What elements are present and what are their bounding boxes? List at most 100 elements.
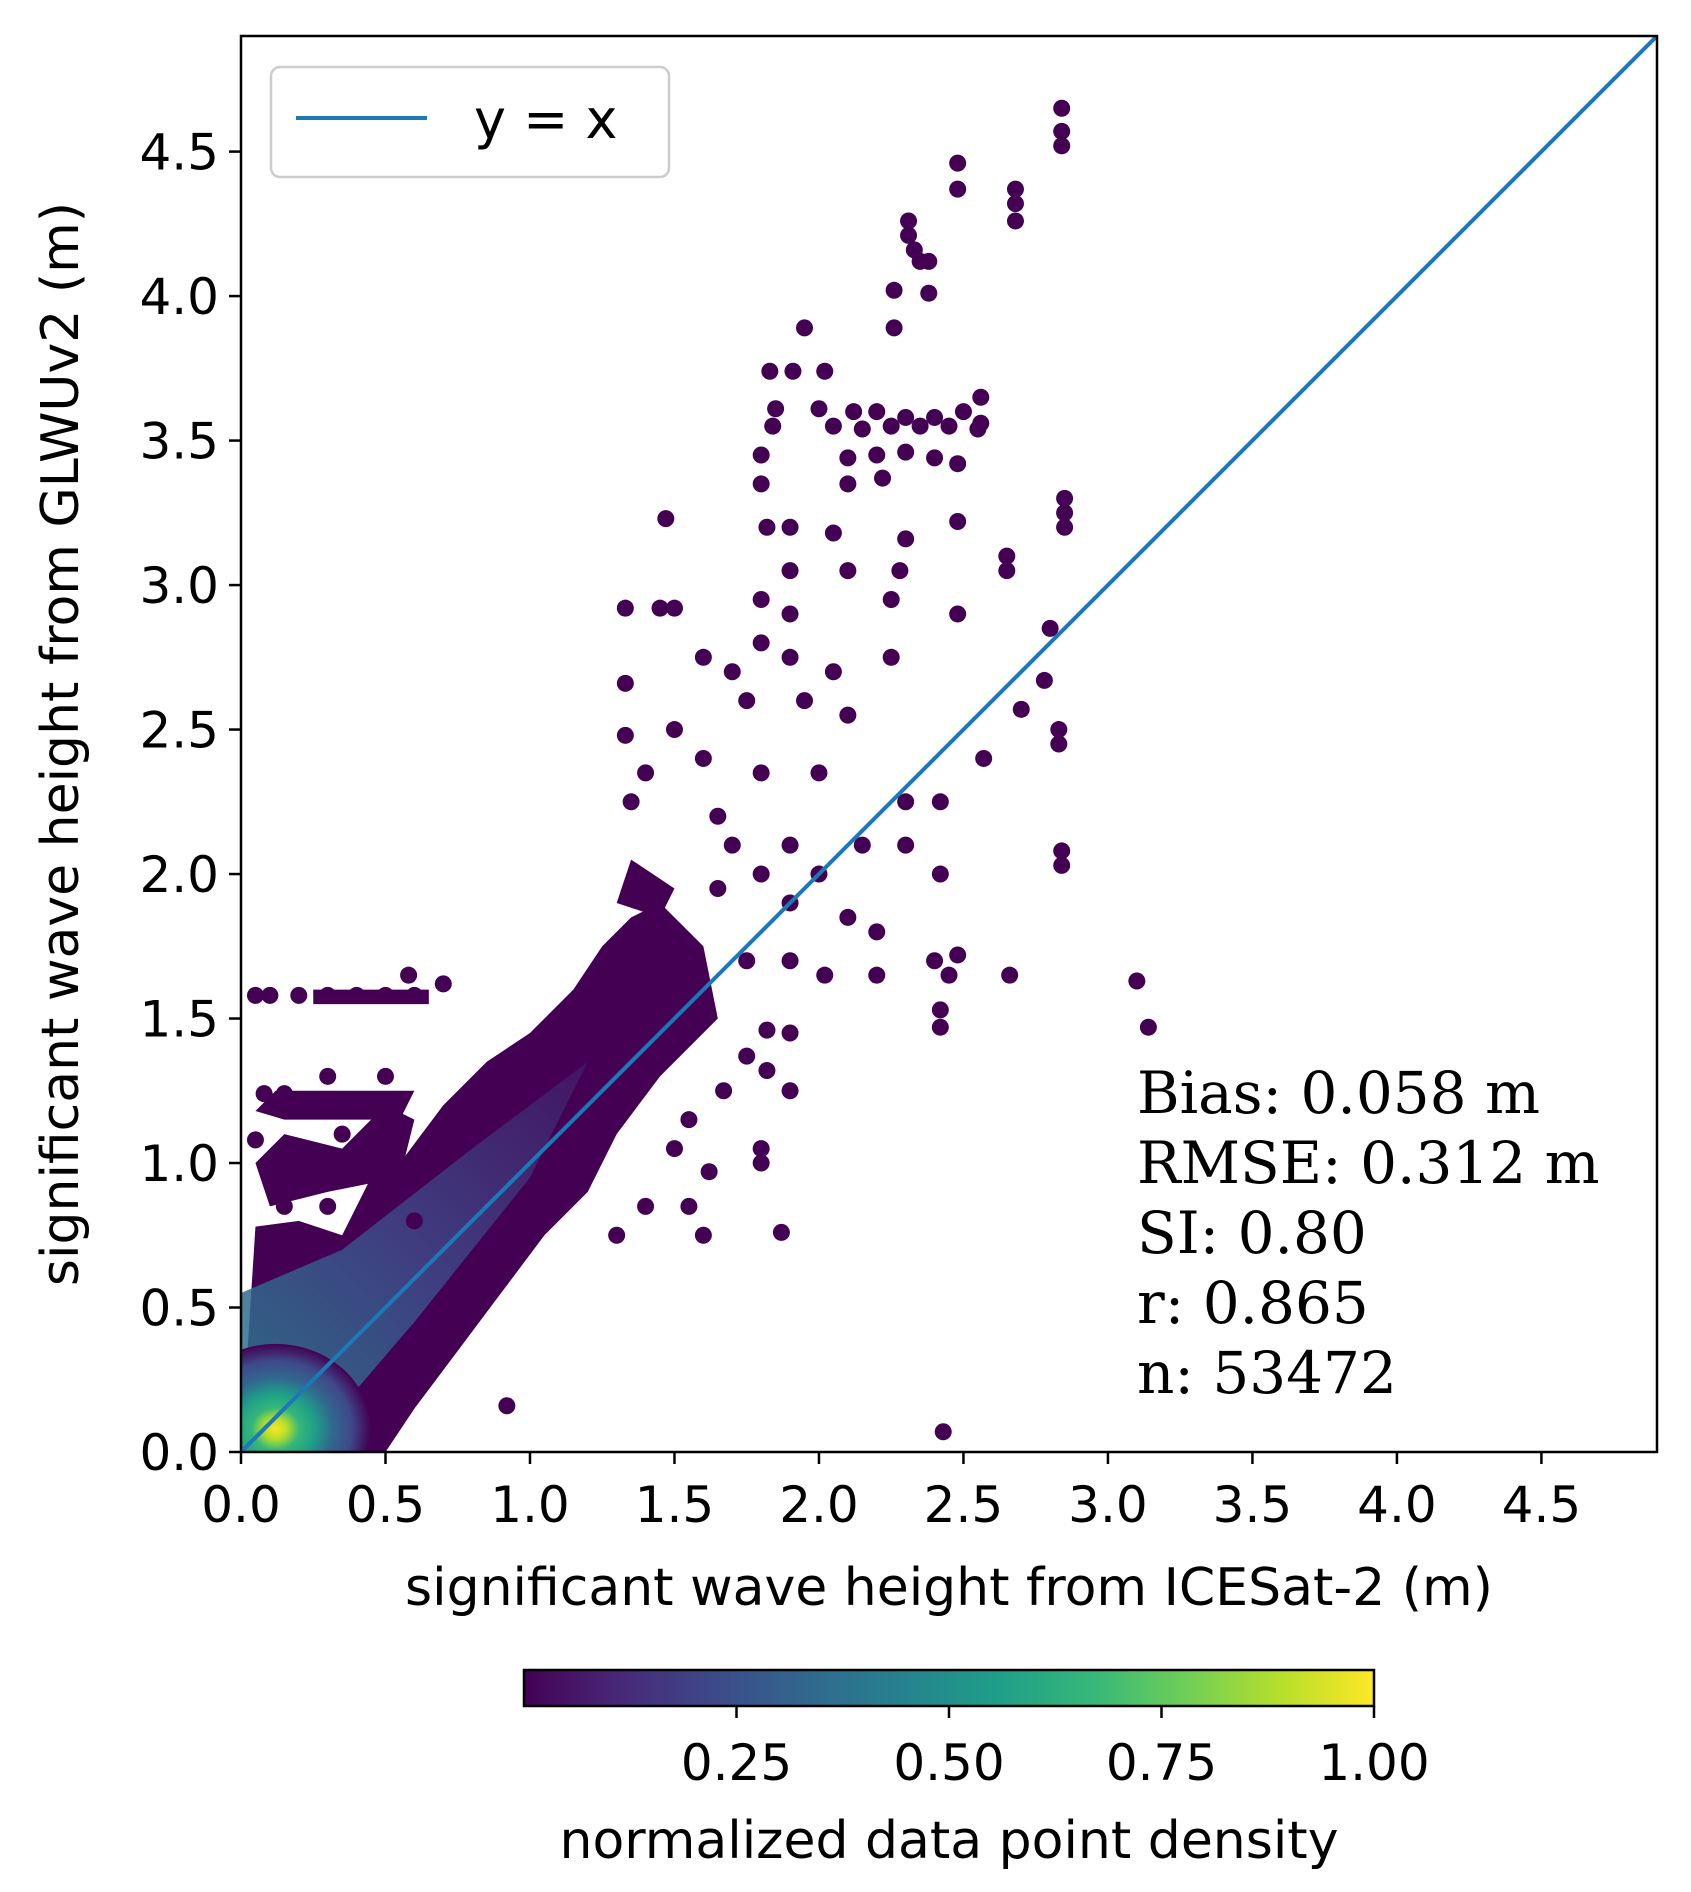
- scatter-point: [1053, 842, 1071, 860]
- scatter-point: [954, 403, 972, 421]
- scatter-point: [781, 952, 799, 970]
- colorbar: 0.25 0.50 0.75 1.00 normalized data point d…: [522, 1668, 1430, 1871]
- scatter-point: [400, 966, 418, 984]
- colorbar-ticks: 0.25 0.50 0.75 1.00: [681, 1706, 1430, 1792]
- scatter-point: [1006, 212, 1024, 230]
- scatter-point: [665, 1140, 683, 1158]
- scatter-point: [752, 475, 770, 493]
- x-axis-ticks: 0.0 0.5 1.0 1.5 2.0 2.5 3.0 3.5 4.0 4.5: [201, 1452, 1581, 1534]
- scatter-point: [694, 749, 712, 767]
- colorbar-gradient: [522, 1668, 1376, 1708]
- scatter-point: [931, 1018, 949, 1036]
- scatter-point: [319, 1197, 337, 1215]
- scatter-point: [764, 417, 782, 435]
- scatter-point: [839, 449, 857, 467]
- scatter-point: [781, 836, 799, 854]
- scatter-point: [758, 1062, 776, 1080]
- scatter-point: [616, 599, 634, 617]
- scatter-point: [940, 417, 958, 435]
- scatter-point: [874, 469, 892, 487]
- y-tick-label: 4.0: [139, 268, 219, 326]
- y-axis-ticks: 0.0 0.5 1.0 1.5 2.0 2.5 3.0 3.5 4.0 4.5: [139, 124, 241, 1482]
- stats-annotation: Bias: 0.058 m RMSE: 0.312 m SI: 0.80 r: …: [1137, 1059, 1600, 1407]
- scatter-point: [897, 793, 915, 811]
- scatter-point: [376, 1067, 394, 1085]
- x-tick-label: 2.5: [924, 1476, 1004, 1534]
- scatter-point: [709, 879, 727, 897]
- scatter-point: [781, 562, 799, 580]
- scatter-point: [868, 923, 886, 941]
- density-hotspot: [241, 1343, 371, 1452]
- scatter-point: [319, 1067, 337, 1085]
- scatter-point: [926, 952, 944, 970]
- scatter-point: [1128, 972, 1146, 990]
- dense-cloud-region-2: [255, 1090, 415, 1120]
- scatter-point: [758, 518, 776, 536]
- scatter-point: [1050, 721, 1068, 739]
- scatter-point: [715, 1082, 733, 1100]
- scatter-point: [657, 510, 675, 528]
- scatter-point: [940, 966, 958, 984]
- scatter-point: [616, 726, 634, 744]
- density-hotspot-ellipse: [241, 1343, 371, 1452]
- scatter-point: [738, 692, 756, 710]
- scatter-point: [1056, 504, 1074, 522]
- scatter-point: [622, 793, 640, 811]
- x-tick-label: 3.5: [1213, 1476, 1293, 1534]
- scatter-point: [246, 1131, 264, 1149]
- plot-area: [241, 36, 1657, 1452]
- scatter-point: [498, 1397, 516, 1415]
- scatter-point: [616, 674, 634, 692]
- scatter-point: [694, 648, 712, 666]
- scatter-point: [261, 1226, 279, 1244]
- scatter-point: [868, 446, 886, 464]
- scatter-point: [824, 524, 842, 542]
- scatter-point: [931, 1001, 949, 1019]
- scatter-point: [969, 420, 987, 438]
- scatter-point: [1056, 518, 1074, 536]
- scatter-point: [434, 975, 452, 993]
- scatter-point: [1056, 489, 1074, 507]
- scatter-point: [1053, 99, 1071, 117]
- scatter-point: [752, 446, 770, 464]
- legend: y = x: [269, 65, 671, 179]
- scatter-point: [333, 1125, 351, 1143]
- scatter-point: [897, 443, 915, 461]
- scatter-point: [1139, 1018, 1157, 1036]
- colorbar-tick-label: 1.00: [1318, 1734, 1429, 1792]
- scatter-point: [816, 966, 834, 984]
- scatter-point: [784, 362, 802, 380]
- scatter-point: [853, 420, 871, 438]
- scatter-point: [839, 562, 857, 580]
- scatter-point: [752, 634, 770, 652]
- scatter-point: [926, 408, 944, 426]
- scatter-point: [772, 1223, 790, 1241]
- scatter-point: [796, 319, 814, 337]
- scatter-point: [709, 807, 727, 825]
- scatter-point: [934, 1423, 952, 1441]
- stat-si: SI: 0.80: [1137, 1199, 1367, 1267]
- scatter-point: [781, 518, 799, 536]
- scatter-point: [882, 591, 900, 609]
- x-axis-label: significant wave height from ICESat-2 (m…: [405, 1558, 1493, 1618]
- scatter-point: [998, 562, 1016, 580]
- y-tick-label: 1.5: [139, 991, 219, 1049]
- scatter-point: [637, 764, 655, 782]
- scatter-point: [752, 1154, 770, 1172]
- scatter-point: [931, 793, 949, 811]
- scatter-point: [810, 400, 828, 418]
- colorbar-tick-label: 0.75: [1106, 1734, 1217, 1792]
- legend-entry-label: y = x: [474, 88, 618, 151]
- scatter-point: [680, 1111, 698, 1129]
- scatter-point: [885, 319, 903, 337]
- x-tick-label: 0.5: [346, 1476, 426, 1534]
- scatter-point: [637, 1197, 655, 1215]
- stat-rmse: RMSE: 0.312 m: [1137, 1129, 1600, 1197]
- scatter-point: [949, 180, 967, 198]
- scatter-point: [738, 952, 756, 970]
- scatter-point: [781, 648, 799, 666]
- plot-frame: [239, 34, 1659, 1454]
- scatter-point: [845, 403, 863, 421]
- scatter-point: [723, 663, 741, 681]
- scatter-point: [758, 1021, 776, 1039]
